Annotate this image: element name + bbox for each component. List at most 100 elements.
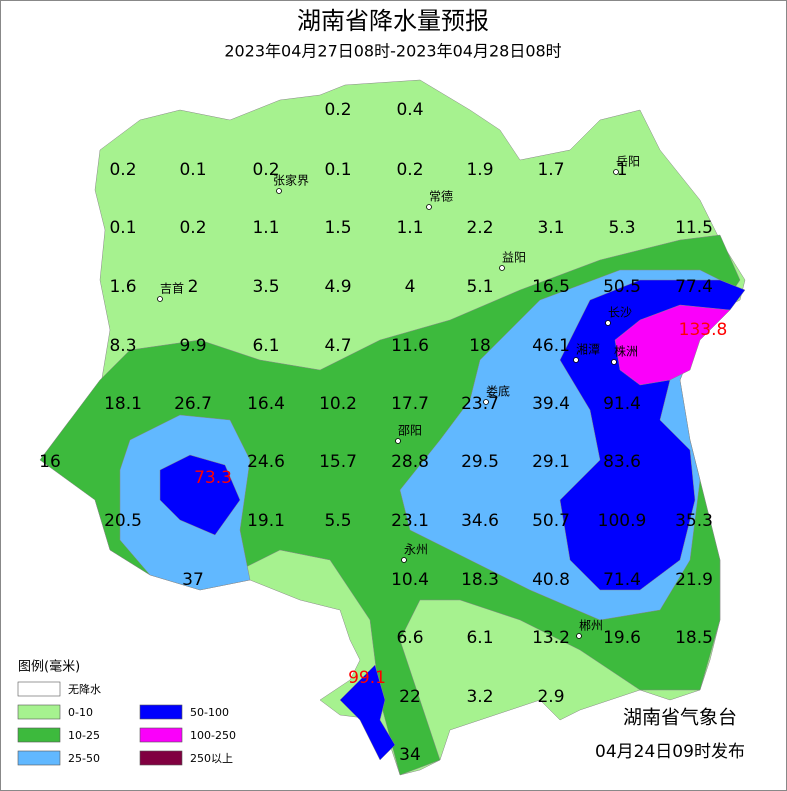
city-name: 常德 bbox=[429, 189, 453, 204]
station-value: 5.5 bbox=[324, 511, 351, 531]
city-name: 湘潭 bbox=[576, 342, 600, 357]
station-value: 11.6 bbox=[391, 336, 429, 356]
region-50-100 bbox=[559, 279, 746, 591]
station-value: 16.5 bbox=[532, 277, 570, 297]
station-value: 13.2 bbox=[532, 628, 570, 648]
city-marker bbox=[613, 169, 619, 175]
station-value: 19.1 bbox=[247, 511, 285, 531]
station-value: 29.1 bbox=[532, 452, 570, 472]
legend-swatch bbox=[17, 727, 61, 743]
station-value: 50.7 bbox=[532, 511, 570, 531]
station-value: 2 bbox=[188, 277, 199, 297]
city-marker bbox=[483, 399, 489, 405]
station-value: 1.7 bbox=[537, 160, 564, 180]
station-value: 35.3 bbox=[675, 511, 713, 531]
legend-swatch bbox=[17, 681, 61, 697]
station-value: 50.5 bbox=[603, 277, 641, 297]
station-value: 77.4 bbox=[675, 277, 713, 297]
station-value: 0.2 bbox=[324, 100, 351, 120]
station-value: 9.9 bbox=[179, 336, 206, 356]
legend-label: 50-100 bbox=[190, 706, 229, 719]
city-name: 郴州 bbox=[579, 619, 603, 633]
city-name: 益阳 bbox=[502, 251, 526, 265]
station-value: 24.6 bbox=[247, 452, 285, 472]
max-value: 99.1 bbox=[348, 668, 386, 688]
station-value: 4.7 bbox=[324, 336, 351, 356]
station-value: 18 bbox=[469, 336, 491, 356]
station-value: 1.6 bbox=[109, 277, 136, 297]
station-value: 21.9 bbox=[675, 570, 713, 590]
station-value: 4.9 bbox=[324, 277, 351, 297]
city-name: 张家界 bbox=[273, 173, 309, 188]
station-value: 0.1 bbox=[324, 160, 351, 180]
legend-swatch bbox=[139, 750, 183, 766]
station-value: 0.1 bbox=[109, 218, 136, 238]
city-marker bbox=[401, 557, 407, 563]
city-name: 长沙 bbox=[608, 306, 632, 320]
city-marker bbox=[426, 204, 432, 210]
subtitle: 2023年04月27日08时-2023年04月28日08时 bbox=[224, 42, 561, 61]
station-value: 6.6 bbox=[396, 628, 423, 648]
city-marker bbox=[611, 359, 617, 365]
station-value: 2.2 bbox=[466, 218, 493, 238]
legend-label: 250以上 bbox=[190, 752, 233, 765]
legend-label: 无降水 bbox=[68, 682, 101, 696]
station-value: 18.1 bbox=[104, 394, 142, 414]
station-value: 20.5 bbox=[104, 511, 142, 531]
legend-title: 图例(毫米) bbox=[18, 659, 80, 675]
province-map bbox=[39, 79, 746, 776]
station-value: 40.8 bbox=[532, 570, 570, 590]
station-value: 37 bbox=[182, 570, 204, 590]
station-value: 3.2 bbox=[466, 687, 493, 707]
station-value: 83.6 bbox=[603, 452, 641, 472]
station-value: 4 bbox=[405, 277, 416, 297]
station-value: 3.5 bbox=[252, 277, 279, 297]
station-value: 23.7 bbox=[461, 394, 499, 414]
station-value: 8.3 bbox=[109, 336, 136, 356]
station-value: 0.2 bbox=[179, 218, 206, 238]
city-marker bbox=[395, 438, 401, 444]
city-marker bbox=[576, 633, 582, 639]
station-value: 1.5 bbox=[324, 218, 351, 238]
station-value: 1.1 bbox=[252, 218, 279, 238]
city-marker bbox=[499, 265, 505, 271]
station-value: 71.4 bbox=[603, 570, 641, 590]
station-value: 1 bbox=[617, 160, 628, 180]
station-value: 16.4 bbox=[247, 394, 285, 414]
legend-swatch bbox=[17, 704, 61, 720]
station-value: 19.6 bbox=[603, 628, 641, 648]
station-value: 39.4 bbox=[532, 394, 570, 414]
station-value: 0.2 bbox=[252, 160, 279, 180]
region-50-100 bbox=[159, 454, 241, 536]
legend: 图例(毫米) 无降水 0-10 10-25 25-50 50-100 100-250 250… bbox=[17, 659, 236, 766]
station-value: 3.1 bbox=[537, 218, 564, 238]
station-value: 10.4 bbox=[391, 570, 429, 590]
city-name: 永州 bbox=[404, 543, 428, 557]
station-value: 16 bbox=[39, 452, 61, 472]
station-value: 10.2 bbox=[319, 394, 357, 414]
station-value: 91.4 bbox=[603, 394, 641, 414]
issuer: 湖南省气象台 bbox=[623, 707, 737, 729]
station-value: 28.8 bbox=[391, 452, 429, 472]
station-value: 29.5 bbox=[461, 452, 499, 472]
city-name: 株洲 bbox=[614, 344, 638, 359]
station-value: 18.3 bbox=[461, 570, 499, 590]
max-value: 73.3 bbox=[194, 468, 232, 488]
city-marker bbox=[573, 357, 579, 363]
station-value: 26.7 bbox=[174, 394, 212, 414]
city-name: 岳阳 bbox=[616, 155, 640, 169]
station-value: 46.1 bbox=[532, 336, 570, 356]
station-value: 0.2 bbox=[396, 160, 423, 180]
legend-swatch bbox=[17, 750, 61, 766]
station-value: 34 bbox=[399, 745, 421, 765]
station-value: 1.9 bbox=[466, 160, 493, 180]
legend-label: 0-10 bbox=[68, 706, 93, 719]
station-value: 0.4 bbox=[396, 100, 423, 120]
station-value: 18.5 bbox=[675, 628, 713, 648]
station-value: 100.9 bbox=[598, 511, 647, 531]
city-name: 邵阳 bbox=[398, 424, 422, 438]
city-marker bbox=[157, 296, 163, 302]
station-value: 17.7 bbox=[391, 394, 429, 414]
station-value: 0.2 bbox=[109, 160, 136, 180]
